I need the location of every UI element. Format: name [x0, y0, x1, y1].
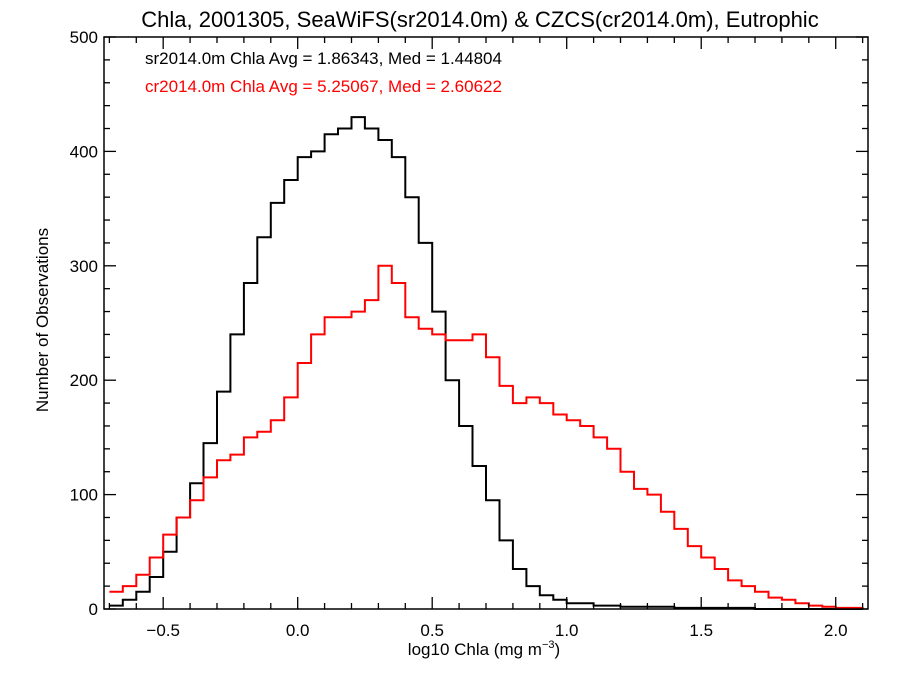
- y-tick-label: 400: [70, 142, 98, 161]
- x-axis-title-main: log10 Chla (mg m: [408, 640, 542, 659]
- tick-layer: −0.5 0.0 0.5 1.0 1.5 2.0 0 100 200 300 400 500: [70, 28, 868, 640]
- x-tick-label: 2.0: [824, 621, 848, 640]
- x-tick-label: 1.5: [689, 621, 713, 640]
- y-tick-label: 300: [70, 257, 98, 276]
- x-axis-title: log10 Chla (mg m−3): [408, 639, 560, 659]
- y-tick-label: 0: [89, 600, 98, 619]
- y-axis-title: Number of Observations: [33, 228, 52, 412]
- plot-frame: [103, 36, 869, 610]
- chart-title: Chla, 2001305, SeaWiFS(sr2014.0m) & CZCS…: [141, 7, 818, 32]
- x-tick-label: 0.5: [420, 621, 444, 640]
- x-tick-label: 1.0: [555, 621, 579, 640]
- series-sr2014-histogram: [109, 116, 863, 610]
- x-tick-label: −0.5: [146, 621, 180, 640]
- annotation-czcs: cr2014.0m Chla Avg = 5.25067, Med = 2.60…: [145, 77, 502, 96]
- annotation-seawifs: sr2014.0m Chla Avg = 1.86343, Med = 1.44…: [145, 49, 502, 68]
- x-axis-title-close: ): [555, 640, 561, 659]
- y-tick-label: 200: [70, 371, 98, 390]
- y-tick-label: 100: [70, 486, 98, 505]
- series-layer: [109, 116, 864, 610]
- x-tick-label: 0.0: [286, 621, 310, 640]
- series-cr2014-histogram: [109, 264, 864, 609]
- x-axis-title-superscript: −3: [542, 639, 555, 651]
- y-tick-label: 500: [70, 28, 98, 47]
